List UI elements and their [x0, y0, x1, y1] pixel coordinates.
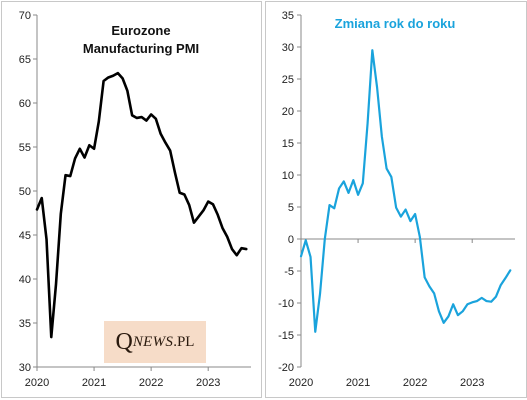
- y-tick-label: -10: [278, 298, 294, 310]
- x-tick-label: 2020: [25, 377, 49, 389]
- y-tick-label: 70: [19, 10, 31, 22]
- y-tick-label: 35: [282, 10, 294, 22]
- y-tick-label: 40: [19, 274, 31, 286]
- chart-title: Zmiana rok do roku: [335, 16, 456, 31]
- y-tick-label: 35: [19, 318, 31, 330]
- y-tick-label: 10: [282, 170, 294, 182]
- x-tick-label: 2021: [346, 377, 370, 389]
- x-tick-label: 2022: [139, 377, 163, 389]
- y-tick-label: 25: [282, 74, 294, 86]
- y-tick-label: 60: [19, 98, 31, 110]
- y-tick-label: 15: [282, 138, 294, 150]
- y-tick-label: 30: [19, 362, 31, 374]
- x-tick-label: 2022: [403, 377, 427, 389]
- x-tick-label: 2021: [82, 377, 106, 389]
- y-tick-label: 0: [288, 234, 294, 246]
- y-tick-label: 20: [282, 106, 294, 118]
- qnews-logo: Q NEWS .PL: [104, 321, 206, 363]
- y-tick-label: 65: [19, 54, 31, 66]
- x-tick-label: 2023: [460, 377, 484, 389]
- y-tick-label: -15: [278, 330, 294, 342]
- pmi-chart: 30 35 40 45 50 55 60 65 70 2020 2021 2022 2023 Eurozo…: [1, 1, 262, 398]
- series-line: [299, 49, 512, 333]
- y-tick-label: 5: [288, 202, 294, 214]
- logo-pl: .PL: [173, 333, 195, 350]
- y-tick-label: -20: [278, 362, 294, 374]
- y-tick-label: 50: [19, 186, 31, 198]
- panel-frame: [265, 1, 527, 398]
- chart-title-line: Eurozone: [111, 23, 170, 38]
- y-tick-label: 30: [282, 42, 294, 54]
- y-tick-label: -5: [284, 266, 294, 278]
- x-tick-label: 2023: [196, 377, 220, 389]
- logo-news: NEWS: [132, 333, 174, 350]
- series-line: [35, 71, 248, 339]
- panel-frame: [1, 1, 262, 398]
- y-tick-label: 55: [19, 142, 31, 154]
- logo-q: Q: [115, 328, 133, 355]
- chart-title-line: Manufacturing PMI: [83, 41, 199, 56]
- x-tick-label: 2020: [289, 377, 313, 389]
- y-tick-label: 45: [19, 230, 31, 242]
- yoy-change-chart: -20 -15 -10 -5 0 5 10 15 20 25 30 35 2020 2021 2022 202…: [265, 1, 527, 398]
